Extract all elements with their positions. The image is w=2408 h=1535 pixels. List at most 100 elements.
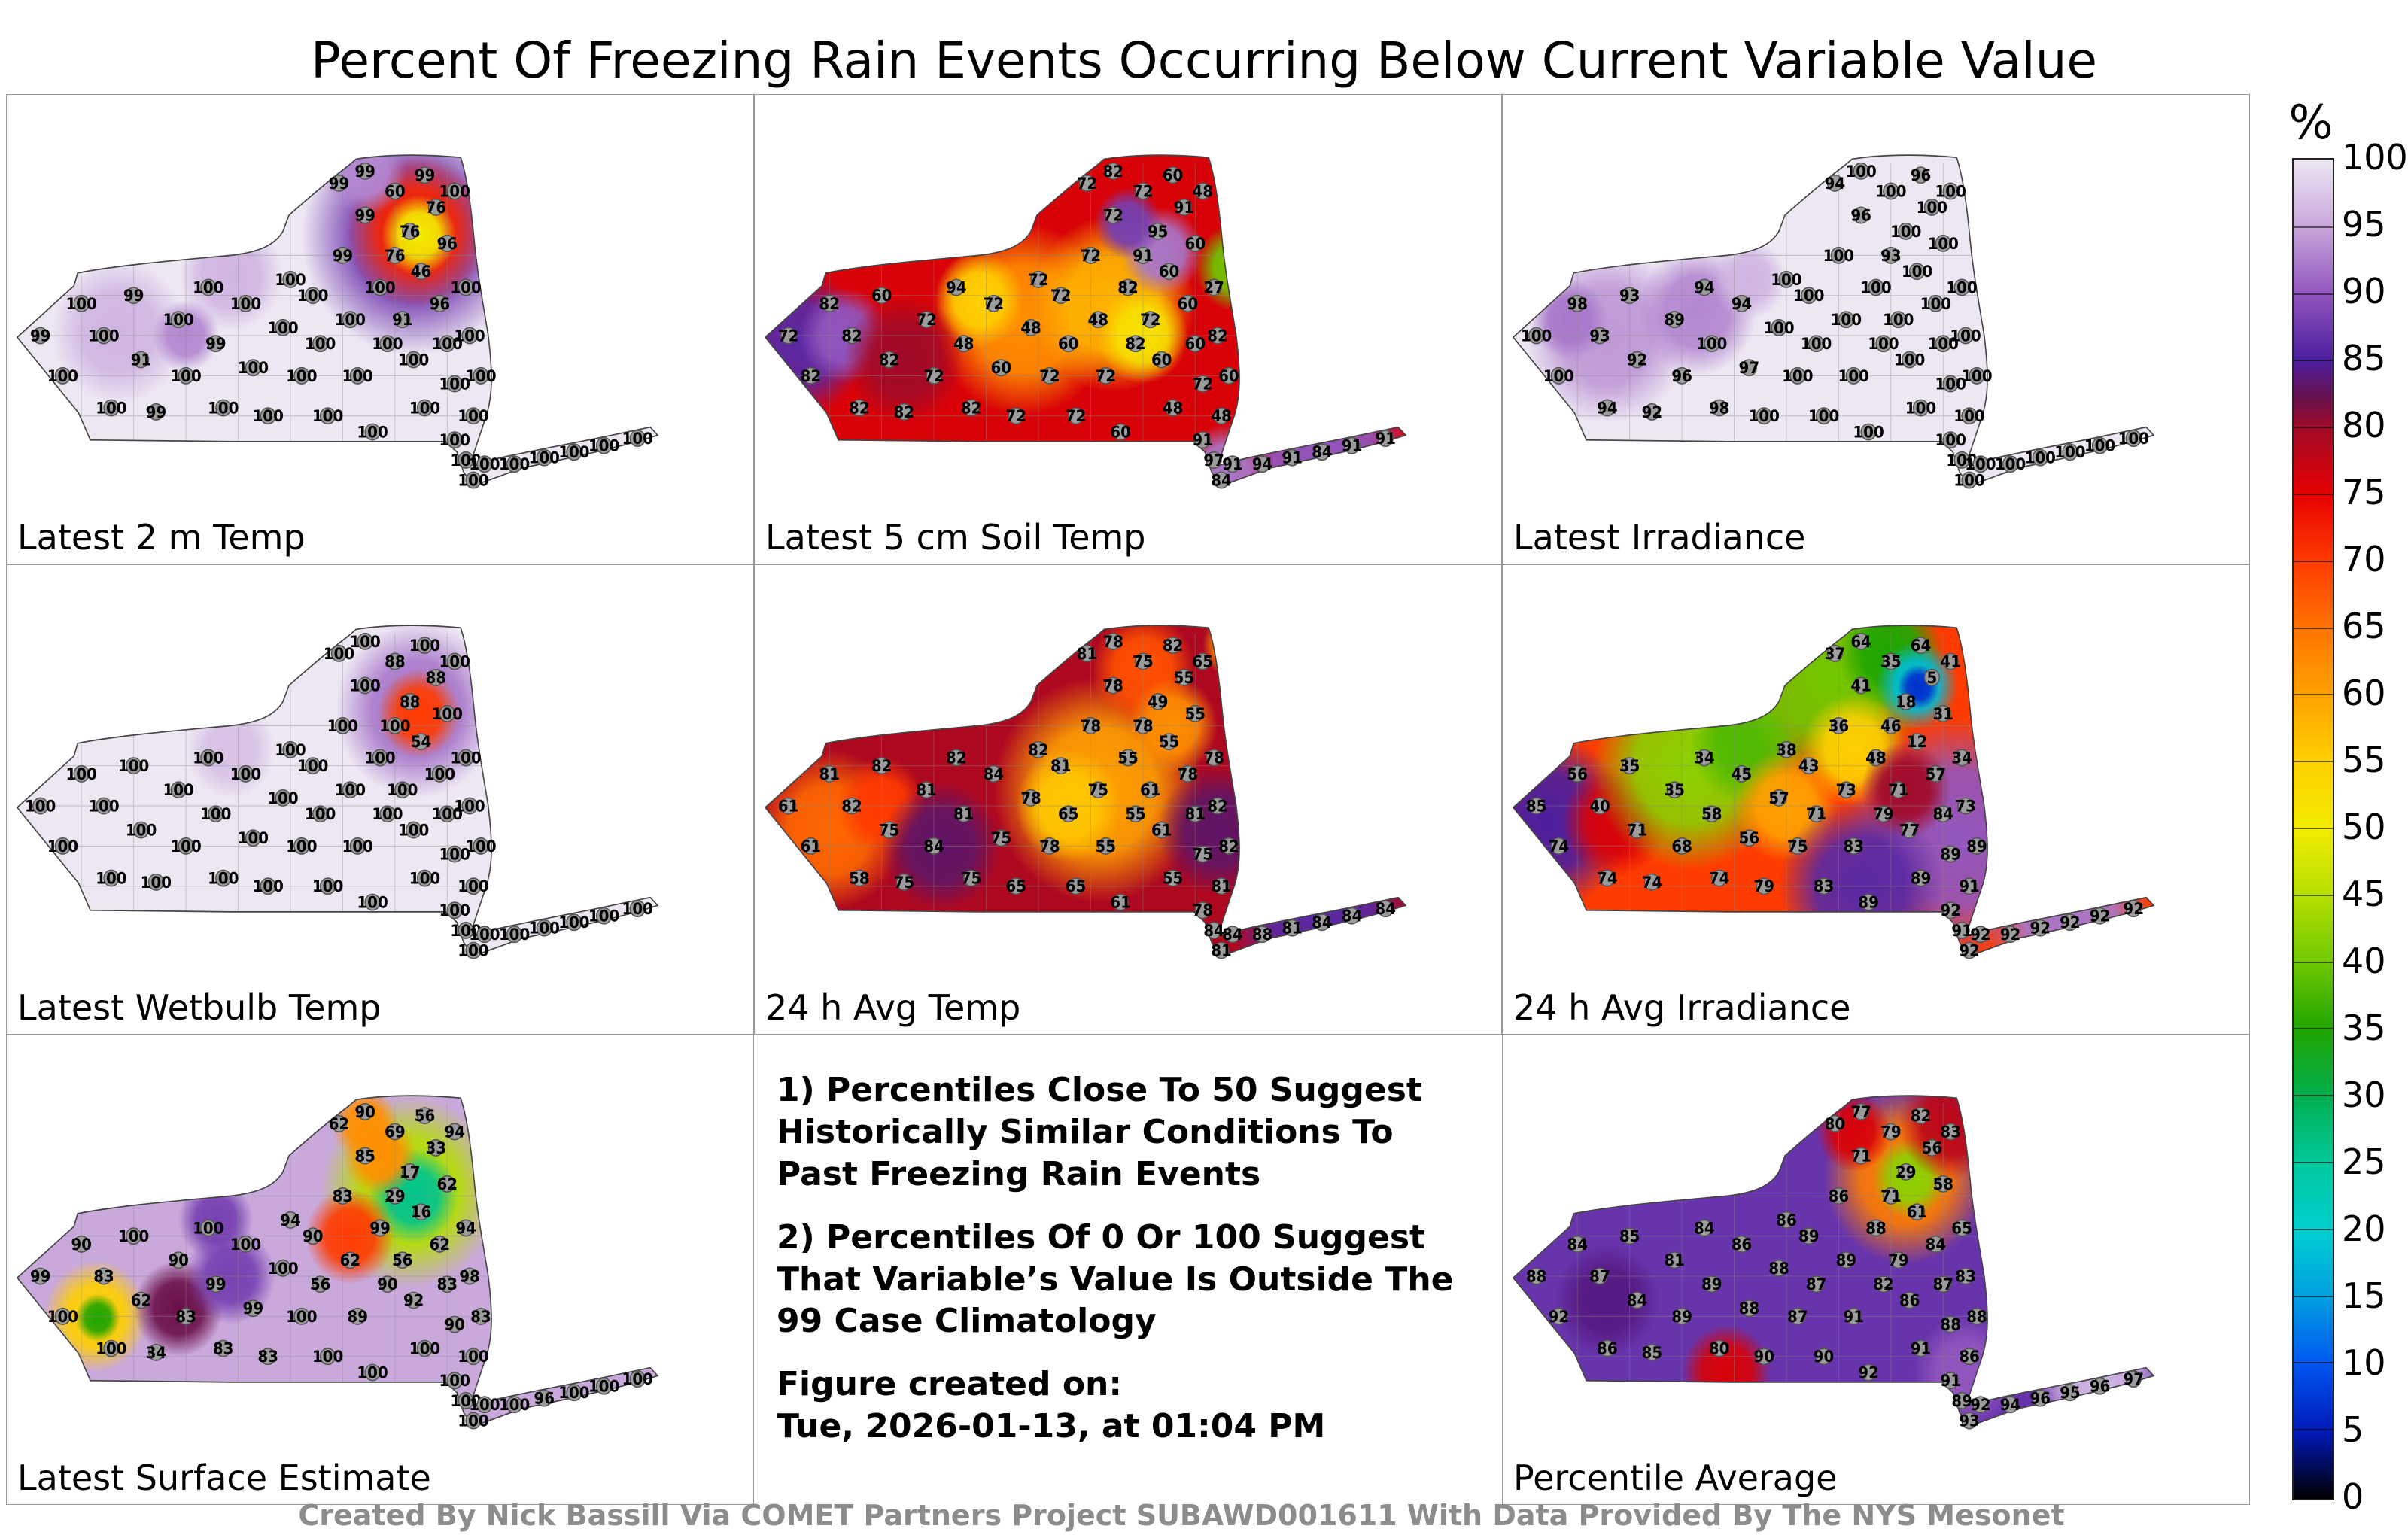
- station-marker: [446, 652, 463, 670]
- station-marker: [465, 1348, 482, 1366]
- station-marker: [275, 789, 291, 807]
- station-value: 100: [1917, 198, 1947, 217]
- station-value: 75: [879, 821, 900, 840]
- station-value: 100: [432, 334, 463, 353]
- station-marker: [918, 781, 935, 799]
- station-marker: [1142, 781, 1159, 799]
- station-marker: [1643, 403, 1661, 421]
- station-value: 100: [357, 1363, 388, 1382]
- station-marker: [1789, 1307, 1806, 1325]
- station-marker: [260, 407, 276, 425]
- station-value: 100: [342, 366, 373, 385]
- station-marker: [458, 451, 474, 469]
- station-value: 74: [1642, 873, 1663, 892]
- colorbar-tick-label: 55: [2342, 740, 2386, 780]
- station-marker: [379, 805, 396, 823]
- station-value: 55: [1159, 732, 1180, 751]
- station-marker: [802, 366, 819, 385]
- station-marker: [1883, 1187, 1899, 1205]
- station-value: 100: [327, 716, 358, 735]
- station-marker: [1041, 366, 1058, 385]
- station-value: 75: [1088, 780, 1109, 799]
- station-value: 100: [305, 334, 336, 353]
- station-marker: [1164, 637, 1181, 655]
- station-value: 82: [819, 294, 840, 313]
- station-marker: [595, 907, 613, 925]
- station-value: 100: [357, 423, 388, 442]
- station-marker: [1898, 692, 1914, 710]
- station-value: 83: [257, 1348, 278, 1366]
- station-marker: [1935, 335, 1951, 353]
- station-value: 84: [1926, 1235, 1947, 1254]
- station-value: 97: [2123, 1369, 2144, 1388]
- station-value: 60: [1184, 334, 1206, 353]
- station-marker: [1912, 1107, 1929, 1125]
- station-value: 83: [1814, 877, 1835, 896]
- station-value: 62: [436, 1175, 458, 1193]
- station-marker: [1105, 162, 1121, 180]
- station-value: 72: [1081, 246, 1102, 265]
- station-value: 100: [499, 926, 530, 944]
- station-marker: [1160, 263, 1178, 281]
- station-value: 46: [1880, 716, 1902, 735]
- station-marker: [330, 1114, 348, 1132]
- colorbar-percent-label: %: [2288, 95, 2334, 150]
- station-marker: [476, 926, 493, 944]
- station-marker: [170, 311, 187, 329]
- station-value: 100: [450, 1391, 481, 1410]
- station-marker: [458, 1391, 474, 1409]
- station-value: 88: [1526, 1267, 1547, 1286]
- station-marker: [1621, 1227, 1638, 1245]
- station-value: 100: [1793, 286, 1824, 305]
- station-value: 90: [444, 1315, 465, 1334]
- station-value: 56: [1922, 1138, 1943, 1157]
- station-marker: [1815, 1348, 1832, 1366]
- station-value: 65: [1066, 877, 1087, 896]
- note-percentiles-50: 1) Percentiles Close To 50 Suggest Histo…: [777, 1071, 1422, 1193]
- station-value: 73: [1836, 780, 1857, 799]
- station-value: 76: [385, 246, 406, 265]
- station-value: 71: [1627, 821, 1648, 840]
- station-marker: [1599, 399, 1616, 417]
- station-marker: [1643, 873, 1661, 891]
- station-value: 92: [1858, 1363, 1879, 1382]
- station-value: 71: [1888, 780, 1909, 799]
- station-value: 56: [1739, 828, 1760, 847]
- station-marker: [1343, 436, 1361, 454]
- station-value: 99: [243, 1299, 264, 1318]
- station-value: 100: [529, 919, 560, 938]
- station-value: 43: [1798, 756, 1820, 775]
- panel-latest-2m-temp: 99 100 100 100 100 99 91 99 100 100 100 99 100 100 100…: [6, 94, 754, 564]
- station-marker: [439, 1175, 455, 1193]
- station-marker: [147, 873, 165, 891]
- station-value: 100: [458, 877, 488, 896]
- station-value: 100: [439, 1372, 470, 1391]
- station-marker: [1067, 407, 1084, 425]
- station-marker: [1860, 893, 1877, 911]
- station-marker: [993, 829, 1010, 847]
- station-value: 60: [1110, 423, 1131, 442]
- station-marker: [1008, 407, 1024, 425]
- station-value: 81: [1050, 756, 1072, 775]
- station-marker: [1599, 869, 1616, 887]
- station-value: 45: [1732, 764, 1753, 783]
- station-marker: [1890, 1251, 1907, 1269]
- station-value: 91: [131, 351, 152, 369]
- colorbar-tick-label: 80: [2342, 405, 2386, 445]
- station-value: 55: [1117, 749, 1139, 768]
- station-marker: [2002, 926, 2019, 944]
- station-marker: [1666, 1251, 1683, 1269]
- station-marker: [1908, 263, 1926, 281]
- station-value: 72: [923, 366, 944, 385]
- station-value: 80: [1709, 1339, 1730, 1358]
- station-marker: [342, 781, 358, 799]
- station-marker: [465, 941, 482, 959]
- station-marker: [349, 837, 366, 855]
- station-value: 76: [400, 222, 421, 241]
- station-value: 91: [1375, 429, 1396, 448]
- station-value: 65: [1192, 652, 1213, 671]
- colorbar-tick-label: 90: [2342, 271, 2386, 312]
- station-marker: [780, 327, 797, 345]
- station-marker: [473, 366, 489, 385]
- station-marker: [1868, 278, 1884, 296]
